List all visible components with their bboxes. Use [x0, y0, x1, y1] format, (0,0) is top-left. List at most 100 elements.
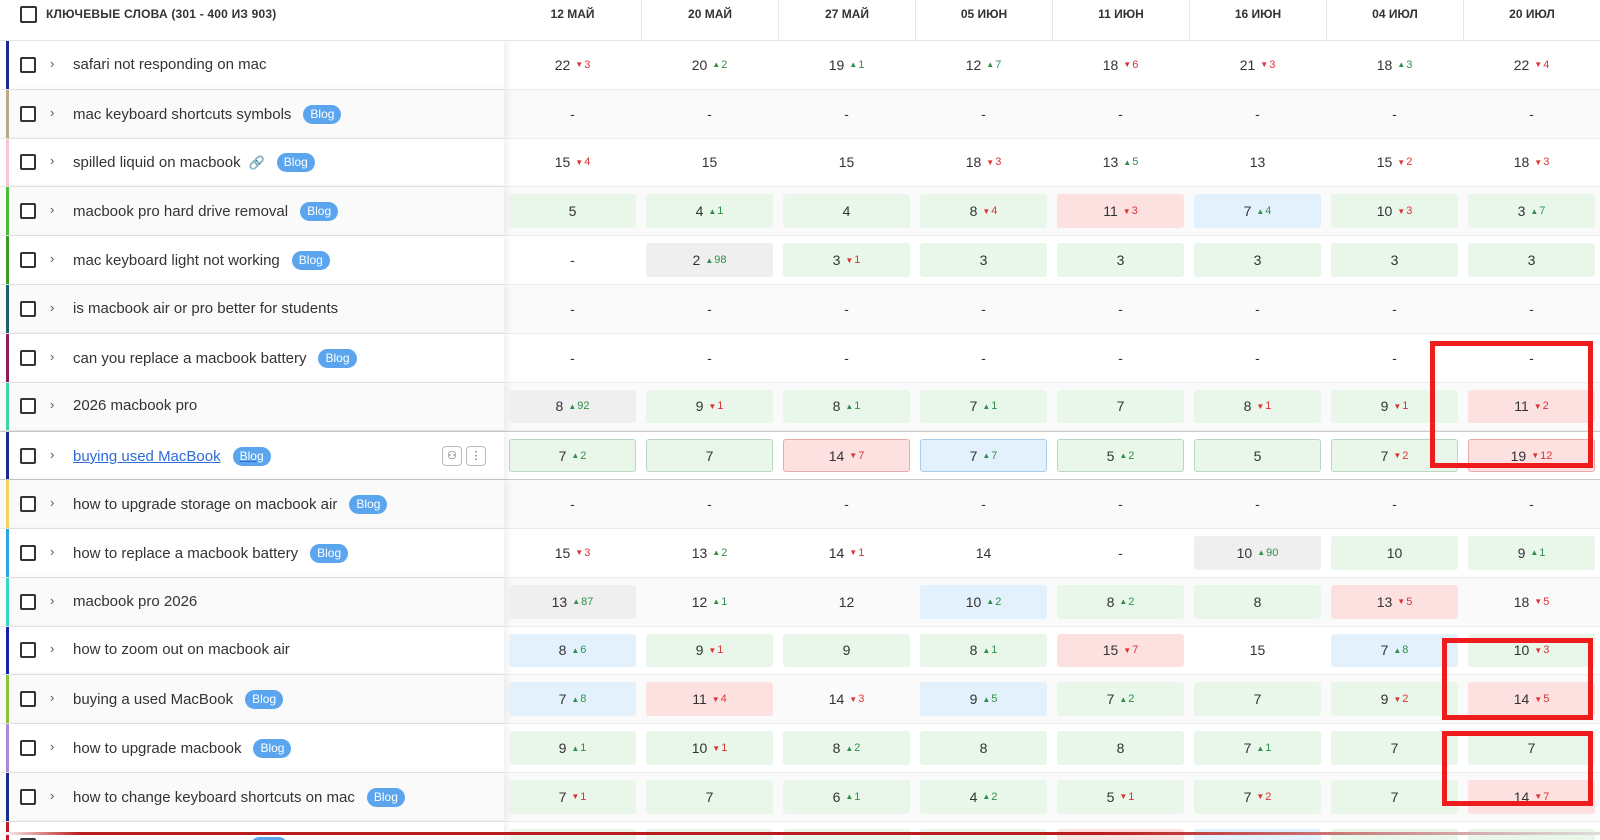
position-cell[interactable]: 11 ▼ 4 [641, 675, 778, 723]
position-cell[interactable]: 7 ▲ 2 [504, 432, 641, 479]
position-cell[interactable]: 7 [641, 773, 778, 821]
position-cell[interactable]: 7 ▲ 8 [1326, 627, 1463, 675]
row-checkbox[interactable] [20, 447, 36, 464]
position-cell[interactable]: 13 ▲ 87 [504, 578, 641, 626]
position-cell[interactable]: 12 ▲ 7 [915, 41, 1052, 89]
position-cell[interactable]: 10▲2 [915, 578, 1052, 626]
row-checkbox[interactable] [20, 252, 36, 269]
date-column-header[interactable]: 11 ИЮН [1052, 0, 1189, 40]
position-cell[interactable]: - [641, 480, 778, 528]
date-column-header[interactable]: 05 ИЮН [915, 0, 1052, 40]
position-cell[interactable]: 22 ▼ 4 [1463, 41, 1600, 89]
position-cell[interactable]: 8 ▲ 6 [504, 627, 641, 675]
position-cell[interactable]: - [504, 285, 641, 333]
position-cell[interactable]: 7 [1052, 383, 1189, 431]
position-cell[interactable]: 7 ▲ 1 [1189, 724, 1326, 772]
position-cell[interactable]: - [641, 285, 778, 333]
position-cell[interactable]: 7 [1326, 724, 1463, 772]
expand-chevron-icon[interactable]: › [50, 739, 55, 755]
position-cell[interactable]: - [1326, 90, 1463, 138]
tag-badge[interactable]: Blog [276, 153, 315, 173]
position-cell[interactable]: 9▲1 [504, 724, 641, 772]
expand-chevron-icon[interactable]: › [50, 104, 55, 120]
position-cell[interactable]: - [778, 334, 915, 382]
link-icon[interactable]: 🔗 [248, 154, 265, 170]
table-row[interactable]: › how to change keyboard shortcuts on mac… [0, 772, 1600, 822]
row-checkbox[interactable] [20, 642, 36, 659]
position-cell[interactable]: 14 ▼ 7 [778, 432, 915, 479]
position-cell[interactable]: 18 ▼ 5 [1463, 578, 1600, 626]
tag-badge[interactable]: Blog [300, 202, 339, 222]
position-cell[interactable]: 3 ▲ 7 [1463, 187, 1600, 235]
table-row[interactable]: › safari not responding on mac 22 ▼ 3 20 ▲ 2 19 ▲… [0, 41, 1600, 90]
position-cell[interactable]: 5 ▲ 2 [1052, 432, 1189, 479]
position-cell[interactable]: 8▲2 [915, 822, 1052, 840]
position-cell[interactable]: 20 ▲ 2 [641, 41, 778, 89]
position-cell[interactable]: - [1189, 90, 1326, 138]
position-cell[interactable]: 3 [1052, 236, 1189, 284]
table-row[interactable]: › mac keyboard shortcuts symbols Blog - - - - -… [0, 89, 1600, 139]
row-checkbox[interactable] [20, 837, 36, 840]
position-cell[interactable]: - [778, 90, 915, 138]
position-cell[interactable]: 7 ▼ 1 [504, 773, 641, 821]
position-cell[interactable]: 15 ▼ 2 [1326, 139, 1463, 187]
position-cell[interactable]: 7 [641, 432, 778, 479]
position-cell[interactable]: 19 ▲ 1 [778, 41, 915, 89]
position-cell[interactable]: 15 [1189, 627, 1326, 675]
position-cell[interactable]: 5 ▼ 1 [1052, 773, 1189, 821]
position-cell[interactable]: 14 [915, 529, 1052, 577]
row-checkbox[interactable] [20, 691, 36, 708]
position-cell[interactable]: 3 [1189, 236, 1326, 284]
row-checkbox[interactable] [20, 496, 36, 513]
expand-chevron-icon[interactable]: › [50, 837, 54, 840]
position-cell[interactable]: 9 ▼ 2 [1326, 675, 1463, 723]
date-column-header[interactable]: 27 МАЙ [778, 0, 915, 40]
table-row[interactable]: › buying used MacBook Blog ⚇ ⋮ 7 ▲ 2 7 14 ▼ 7 7 ▲ 7 5 ▲ 2… [0, 431, 1600, 481]
table-row[interactable]: ›problems with macbooksBlog10▼19▲110▼18▲… [0, 821, 1600, 840]
position-cell[interactable]: - [1189, 285, 1326, 333]
position-cell[interactable]: 8 ▼ 1 [1189, 383, 1326, 431]
tag-badge[interactable]: Blog [349, 495, 388, 515]
position-cell[interactable]: 18 ▲ 3 [1326, 41, 1463, 89]
table-row[interactable]: › how to upgrade macbook Blog 9 ▲ 1 10 ▼ 1 8 ▲ 2 8 8 7… [0, 724, 1600, 773]
position-cell[interactable]: - [1052, 285, 1189, 333]
position-cell[interactable]: 7 ▲ 2 [1052, 675, 1189, 723]
position-cell[interactable]: 15 ▼ 3 [504, 529, 641, 577]
position-cell[interactable]: - [1463, 334, 1600, 382]
position-cell[interactable]: 21 ▼ 3 [1189, 41, 1326, 89]
more-options-icon[interactable]: ⋮ [466, 445, 486, 466]
position-cell[interactable]: 7 ▲ 1 [915, 383, 1052, 431]
position-cell[interactable]: 5 [504, 187, 641, 235]
position-cell[interactable]: 4 ▲ 2 [915, 773, 1052, 821]
tag-badge[interactable]: Blog [232, 446, 271, 466]
position-cell[interactable]: 10▼1 [641, 724, 778, 772]
position-cell[interactable]: - [915, 90, 1052, 138]
position-cell[interactable]: 9 ▼ 1 [641, 383, 778, 431]
row-checkbox[interactable] [20, 788, 36, 805]
position-cell[interactable]: 15 [778, 139, 915, 187]
tag-badge[interactable]: Blog [291, 251, 330, 271]
position-cell[interactable]: - [778, 285, 915, 333]
position-cell[interactable]: 9 [778, 627, 915, 675]
row-checkbox[interactable] [20, 593, 36, 610]
position-cell[interactable]: - [778, 480, 915, 528]
position-cell[interactable]: 7 [1463, 724, 1600, 772]
position-cell[interactable]: 3 [1463, 236, 1600, 284]
position-cell[interactable]: 8 [1189, 578, 1326, 626]
expand-chevron-icon[interactable]: › [50, 592, 55, 608]
position-cell[interactable]: 8▲2 [1052, 578, 1189, 626]
expand-chevron-icon[interactable]: › [50, 397, 55, 413]
position-cell[interactable]: 10▼1 [778, 822, 915, 840]
date-column-header[interactable]: 20 МАЙ [641, 0, 778, 40]
position-cell[interactable]: 3 ▼ 1 [778, 236, 915, 284]
table-row[interactable]: › how to replace a macbook battery Blog 15 ▼… [0, 528, 1600, 578]
expand-chevron-icon[interactable]: › [50, 251, 55, 267]
position-cell[interactable]: 13 ▲ 2 [641, 529, 778, 577]
tag-badge[interactable]: Blog [250, 836, 289, 840]
row-checkbox[interactable] [20, 349, 36, 366]
position-cell[interactable]: 13 ▲ 5 [1052, 139, 1189, 187]
position-cell[interactable]: 9▲1 [641, 822, 778, 840]
position-cell[interactable]: 14 ▼ 5 [1463, 675, 1600, 723]
position-cell[interactable]: 14 ▼ 7 [1463, 773, 1600, 821]
position-cell[interactable]: 10▲2 [1189, 822, 1326, 840]
